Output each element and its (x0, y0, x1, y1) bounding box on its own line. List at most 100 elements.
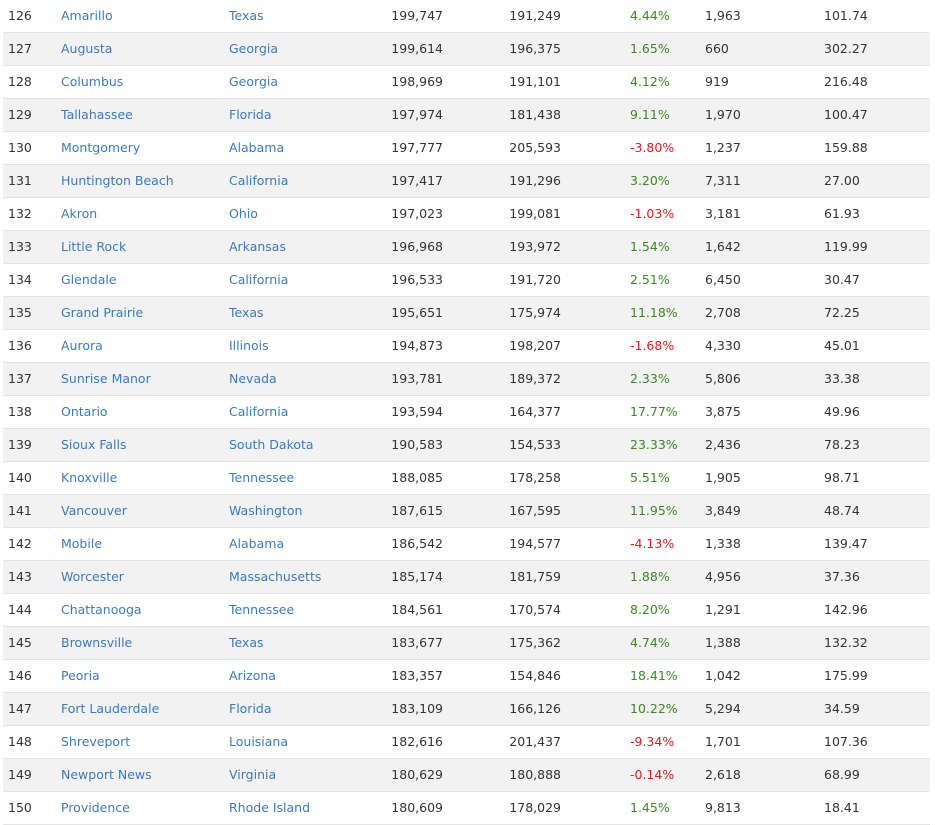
density-cell: 660 (705, 41, 729, 56)
change-cell: -3.80% (630, 140, 675, 155)
state-link[interactable]: Arizona (229, 668, 276, 683)
city-link[interactable]: Fort Lauderdale (61, 701, 160, 716)
city-link[interactable]: Knoxville (61, 470, 118, 485)
table-row: 132 Akron Ohio 197,023 199,081 -1.03% 3,181 61.… (3, 198, 930, 231)
population-2020-cell: 175,362 (509, 635, 561, 650)
population-2020-cell: 181,759 (509, 569, 561, 584)
city-link[interactable]: Akron (61, 206, 98, 221)
change-cell: 1.65% (630, 41, 670, 56)
state-link[interactable]: Florida (229, 107, 272, 122)
table-row: 129 Tallahassee Florida 197,974 181,438 9.11%… (3, 99, 930, 132)
state-link[interactable]: Arkansas (229, 239, 286, 254)
change-cell: 11.95% (630, 503, 678, 518)
population-2023-cell: 184,561 (391, 602, 443, 617)
density-cell: 1,237 (705, 140, 741, 155)
density-cell: 7,311 (705, 173, 741, 188)
state-link[interactable]: Nevada (229, 371, 277, 386)
city-link[interactable]: Shreveport (61, 734, 131, 749)
table-row: 128 Columbus Georgia 198,969 191,101 4.12% 919… (3, 66, 930, 99)
city-link[interactable]: Peoria (61, 668, 100, 683)
population-2023-cell: 183,677 (391, 635, 443, 650)
state-link[interactable]: Tennessee (229, 602, 295, 617)
density-cell: 6,450 (705, 272, 741, 287)
change-cell: 18.41% (630, 668, 678, 683)
change-cell: 10.22% (630, 701, 678, 716)
state-link[interactable]: Georgia (229, 41, 279, 56)
city-link[interactable]: Sunrise Manor (61, 371, 151, 386)
rank-cell: 131 (8, 173, 32, 188)
state-link[interactable]: California (229, 272, 289, 287)
city-link[interactable]: Sioux Falls (61, 437, 127, 452)
city-link[interactable]: Mobile (61, 536, 103, 551)
change-cell: -4.13% (630, 536, 675, 551)
area-cell: 139.47 (824, 536, 868, 551)
population-2020-cell: 167,595 (509, 503, 561, 518)
area-cell: 302.27 (824, 41, 868, 56)
rank-cell: 146 (8, 668, 32, 683)
city-link[interactable]: Tallahassee (61, 107, 133, 122)
city-link[interactable]: Montgomery (61, 140, 141, 155)
state-link[interactable]: South Dakota (229, 437, 314, 452)
table-row: 135 Grand Prairie Texas 195,651 175,974 11.18… (3, 297, 930, 330)
city-link[interactable]: Glendale (61, 272, 117, 287)
city-link[interactable]: Aurora (61, 338, 103, 353)
population-2023-cell: 198,969 (391, 74, 443, 89)
state-link[interactable]: Tennessee (229, 470, 295, 485)
population-2020-cell: 191,720 (509, 272, 561, 287)
change-cell: 1.88% (630, 569, 670, 584)
state-link[interactable]: California (229, 173, 289, 188)
population-2023-cell: 193,594 (391, 404, 443, 419)
density-cell: 1,701 (705, 734, 741, 749)
city-link[interactable]: Grand Prairie (61, 305, 144, 320)
rank-cell: 148 (8, 734, 32, 749)
state-link[interactable]: Rhode Island (229, 800, 311, 815)
table-row: 138 Ontario California 193,594 164,377 17.77%… (3, 396, 930, 429)
state-link[interactable]: Alabama (229, 536, 285, 551)
rank-cell: 126 (8, 8, 32, 23)
state-link[interactable]: Massachusetts (229, 569, 322, 584)
city-link[interactable]: Augusta (61, 41, 113, 56)
city-link[interactable]: Ontario (61, 404, 108, 419)
state-link[interactable]: Ohio (229, 206, 258, 221)
area-cell: 159.88 (824, 140, 868, 155)
density-cell: 919 (705, 74, 729, 89)
state-link[interactable]: Virginia (229, 767, 277, 782)
state-link[interactable]: Louisiana (229, 734, 289, 749)
state-link[interactable]: Texas (229, 8, 264, 23)
state-link[interactable]: Alabama (229, 140, 285, 155)
city-link[interactable]: Providence (61, 800, 130, 815)
area-cell: 30.47 (824, 272, 860, 287)
city-link[interactable]: Worcester (61, 569, 124, 584)
city-link[interactable]: Amarillo (61, 8, 113, 23)
city-link[interactable]: Little Rock (61, 239, 127, 254)
state-link[interactable]: Texas (229, 305, 264, 320)
area-cell: 72.25 (824, 305, 860, 320)
change-cell: 11.18% (630, 305, 678, 320)
city-link[interactable]: Huntington Beach (61, 173, 174, 188)
population-2023-cell: 197,974 (391, 107, 443, 122)
state-link[interactable]: Illinois (229, 338, 269, 353)
table-row: 144 Chattanooga Tennessee 184,561 170,574 8.2… (3, 594, 930, 627)
state-link[interactable]: Georgia (229, 74, 279, 89)
population-2020-cell: 154,846 (509, 668, 561, 683)
city-link[interactable]: Chattanooga (61, 602, 142, 617)
city-link[interactable]: Columbus (61, 74, 124, 89)
area-cell: 101.74 (824, 8, 868, 23)
area-cell: 119.99 (824, 239, 868, 254)
state-link[interactable]: Texas (229, 635, 264, 650)
state-link[interactable]: Florida (229, 701, 272, 716)
population-2023-cell: 193,781 (391, 371, 443, 386)
density-cell: 1,042 (705, 668, 741, 683)
change-cell: -0.14% (630, 767, 675, 782)
area-cell: 33.38 (824, 371, 860, 386)
change-cell: -1.68% (630, 338, 675, 353)
change-cell: -1.03% (630, 206, 675, 221)
table-row: 149 Newport News Virginia 180,629 180,888 -0.… (3, 759, 930, 792)
state-link[interactable]: Washington (229, 503, 303, 518)
density-cell: 1,388 (705, 635, 741, 650)
state-link[interactable]: California (229, 404, 289, 419)
city-link[interactable]: Brownsville (61, 635, 133, 650)
city-link[interactable]: Vancouver (61, 503, 127, 518)
density-cell: 3,849 (705, 503, 741, 518)
city-link[interactable]: Newport News (61, 767, 152, 782)
